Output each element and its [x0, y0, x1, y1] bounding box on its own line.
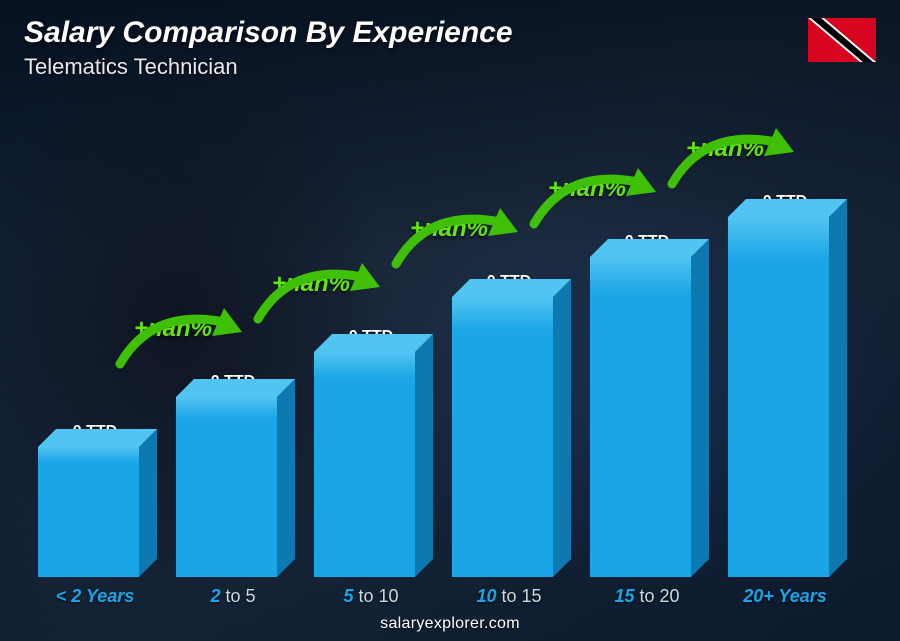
increase-arrow-icon [250, 257, 390, 334]
x-axis-label: 10 to 15 [444, 586, 574, 607]
footer-attribution: salaryexplorer.com [0, 615, 900, 633]
xlabel-strong: 2 [210, 586, 220, 606]
bar [306, 352, 436, 577]
chart-container: Salary Comparison By Experience Telemati… [0, 0, 900, 641]
bar-group-5to10: +nan%0 TTD [306, 120, 436, 577]
x-axis-labels: < 2 Years 2 to 5 5 to 10 10 to 15 15 to 20 20… [30, 586, 850, 607]
bar-side-face [415, 334, 433, 577]
bar-chart: 0 TTD+nan%0 TTD+nan%0 TTD+nan%0 TTD+nan%… [30, 120, 850, 577]
xlabel-dim: to 10 [353, 586, 398, 606]
xlabel-dim: to 20 [634, 586, 679, 606]
xlabel-strong: 20+ Years [743, 586, 827, 606]
bar-group-20plus: +nan%0 TTD [720, 120, 850, 577]
bar-top-face [728, 199, 847, 217]
bar-front-face [728, 217, 829, 577]
page-subtitle: Telematics Technician [24, 54, 513, 80]
increase-arrow-icon [526, 162, 666, 239]
bar-top-face [176, 379, 295, 397]
trinidad-tobago-flag-icon [808, 18, 876, 62]
xlabel-dim: to 5 [220, 586, 255, 606]
bar-front-face [314, 352, 415, 577]
bar-top-face [590, 239, 709, 257]
x-axis-label: 15 to 20 [582, 586, 712, 607]
bar-group-2to5: +nan%0 TTD [168, 120, 298, 577]
x-axis-label: < 2 Years [30, 586, 160, 607]
xlabel-strong: < 2 Years [56, 586, 135, 606]
bar-side-face [829, 199, 847, 577]
country-flag [808, 18, 876, 67]
bar-front-face [38, 447, 139, 577]
header: Salary Comparison By Experience Telemati… [24, 16, 513, 80]
increase-arrow-icon [664, 122, 804, 199]
xlabel-dim: to 15 [496, 586, 541, 606]
bar-side-face [553, 279, 571, 577]
bar-top-face [314, 334, 433, 352]
xlabel-strong: 5 [343, 586, 353, 606]
bar-side-face [691, 239, 709, 577]
bar [720, 217, 850, 577]
bar [168, 397, 298, 577]
x-axis-label: 2 to 5 [168, 586, 298, 607]
bar-front-face [590, 257, 691, 577]
bar [30, 447, 160, 577]
bar-side-face [277, 379, 295, 577]
x-axis-label: 5 to 10 [306, 586, 436, 607]
increase-arrow-icon [388, 202, 528, 279]
page-title: Salary Comparison By Experience [24, 16, 513, 50]
bar [444, 297, 574, 577]
bar-front-face [176, 397, 277, 577]
bar [582, 257, 712, 577]
bar-side-face [139, 429, 157, 577]
x-axis-label: 20+ Years [720, 586, 850, 607]
increase-arrow-icon [112, 302, 252, 379]
bar-front-face [452, 297, 553, 577]
xlabel-strong: 15 [614, 586, 634, 606]
xlabel-strong: 10 [476, 586, 496, 606]
bar-top-face [452, 279, 571, 297]
bar-top-face [38, 429, 157, 447]
